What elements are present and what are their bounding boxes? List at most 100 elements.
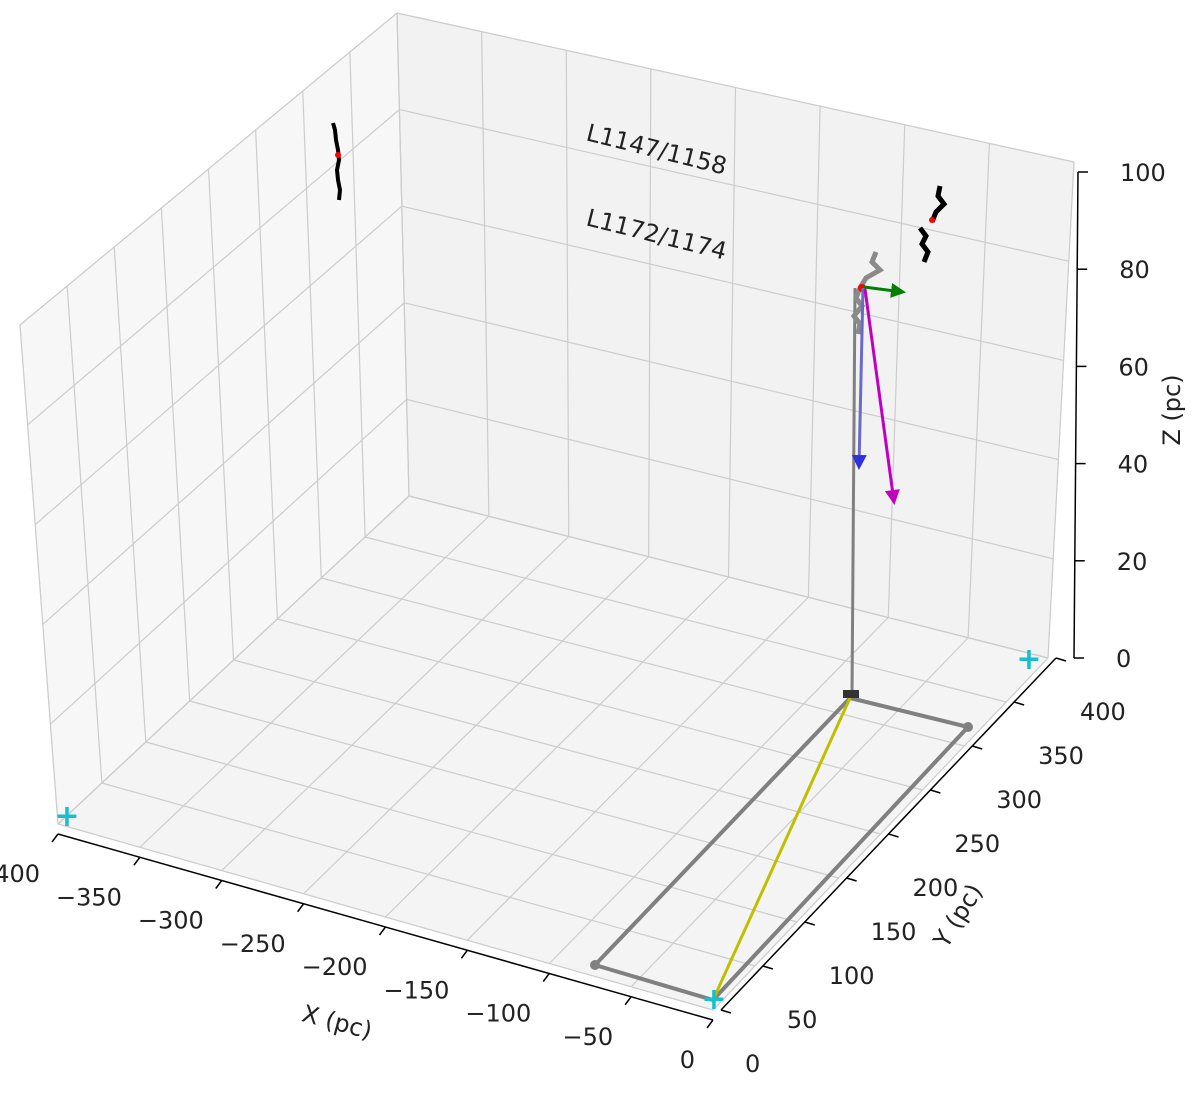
y-tick-3	[846, 877, 857, 882]
grid-x-back-5	[807, 106, 821, 598]
grid-z-left-5	[19, 12, 398, 326]
x-tick-label-1: −350	[56, 883, 122, 911]
projection-dot-right	[963, 722, 973, 732]
grid-z-back-5	[396, 12, 1075, 163]
z-tick-label-2: 40	[1118, 451, 1149, 479]
grid-y-floor-2	[145, 741, 797, 923]
projection-dot-left	[590, 960, 600, 970]
x-tick-label-4: −200	[302, 953, 368, 981]
x-tick-8	[706, 1019, 714, 1029]
grid-z-left-1	[49, 398, 408, 725]
y-tick-label-7: 350	[1038, 742, 1084, 770]
grid-z-left-3	[34, 205, 403, 526]
x-tick-1	[133, 856, 141, 866]
y-tick-5	[930, 789, 941, 794]
cloud-l1147-right	[918, 185, 948, 263]
ref-point-origin-left: +	[54, 799, 79, 834]
grid-y-floor-0	[57, 823, 714, 1011]
grid-y-floor-4	[233, 659, 881, 835]
y-tick-label-1: 50	[787, 1006, 818, 1034]
grid-y-left-7	[349, 51, 366, 538]
vector-green	[863, 283, 906, 298]
grid-y-floor-7	[364, 536, 1007, 703]
x-tick-label-6: −100	[465, 1000, 531, 1028]
z-tick-label-4: 80	[1119, 256, 1150, 284]
grid-z-back-3	[401, 205, 1064, 361]
y-tick-label-4: 200	[913, 874, 959, 902]
x-tick-5	[460, 949, 468, 959]
grid-x-back-4	[727, 87, 737, 578]
x-tick-label-3: −250	[220, 930, 286, 958]
y-tick-6	[972, 745, 983, 750]
grid-x-back-7	[967, 143, 990, 638]
z-tick-label-5: 100	[1120, 159, 1166, 187]
vertical-drop-line	[850, 287, 857, 697]
x-tick-label-5: −150	[383, 976, 449, 1004]
grid-x-back-1	[481, 31, 490, 517]
drop-base-marker	[843, 690, 859, 698]
ref-point-origin-near: +	[701, 982, 726, 1017]
y-tick-1	[762, 965, 774, 970]
y-tick-label-8: 400	[1080, 698, 1126, 726]
y-tick-label-5: 250	[954, 830, 1000, 858]
grid-z-back-4	[399, 109, 1069, 262]
y-tick-label-2: 100	[829, 962, 875, 990]
grid-y-floor-1	[101, 782, 756, 967]
x-tick-2	[215, 880, 223, 889]
projection-lines	[590, 287, 973, 1002]
y-tick-label-6: 300	[996, 786, 1042, 814]
tick-labels: −400 −350 −300 −250 −200 −150 −100 −50 0 0 50 100 15…	[0, 159, 1166, 1078]
grid-y-floor-3	[189, 700, 839, 879]
cloud-center-left	[335, 152, 341, 158]
grid-y-left-0	[19, 324, 59, 825]
grid-y-left-5	[255, 129, 278, 620]
z-tick-label-0: 0	[1116, 645, 1131, 673]
grid-lines	[19, 12, 1075, 1011]
reference-points: + + +	[54, 642, 1041, 1017]
x-tick-label-2: −300	[138, 907, 204, 935]
x-tick-label-0: −400	[0, 860, 40, 888]
cloud-points-left	[331, 122, 343, 201]
grid-y-left-3	[160, 207, 191, 702]
grid-y-floor-6	[321, 577, 965, 747]
grid-y-left-4	[207, 168, 235, 661]
grid-y-left-8	[396, 12, 410, 497]
x-tick-0	[51, 833, 59, 843]
grid-z-back-0	[408, 495, 1049, 659]
sightline-yellow	[711, 697, 852, 1001]
x-tick-6	[542, 973, 550, 982]
y-tick-2	[804, 921, 815, 926]
y-tick-8	[1055, 657, 1067, 662]
y-tick-label-0: 0	[745, 1050, 760, 1078]
ticks	[51, 171, 1088, 1029]
y-tick-7	[1013, 701, 1025, 706]
cloud-points-right-2	[918, 226, 931, 263]
grid-z-left-0	[57, 495, 410, 825]
cloud-center-right	[929, 217, 935, 223]
grid-y-left-1	[66, 285, 103, 784]
projection-line-x-near	[594, 963, 714, 1002]
x-tick-4	[378, 926, 387, 936]
x-tick-7	[624, 996, 632, 1006]
grid-y-floor-5	[277, 618, 923, 791]
projection-line-y-left	[593, 696, 852, 967]
grid-z-back-2	[404, 302, 1059, 461]
x-tick-label-8: 0	[680, 1046, 695, 1074]
grid-x-back-2	[565, 50, 570, 537]
x-axis-label: X (pc)	[299, 1000, 375, 1045]
grid-x-back-3	[648, 68, 652, 557]
projection-line-y-right	[711, 725, 970, 1002]
ref-point-origin-right: +	[1016, 642, 1041, 677]
y-tick-4	[888, 833, 899, 838]
grid-y-left-2	[113, 246, 147, 743]
grid-y-left-6	[302, 90, 322, 579]
z-axis-line	[1073, 171, 1079, 659]
cloud-l1147-left	[331, 122, 343, 201]
grid-x-back-8	[1047, 161, 1075, 659]
z-axis-label: Z (pc)	[1158, 374, 1186, 445]
z-tick-label-1: 20	[1117, 548, 1148, 576]
cloud-points-right-1	[929, 185, 948, 223]
grid-z-left-2	[42, 302, 405, 625]
grid-x-back-6	[887, 124, 906, 618]
